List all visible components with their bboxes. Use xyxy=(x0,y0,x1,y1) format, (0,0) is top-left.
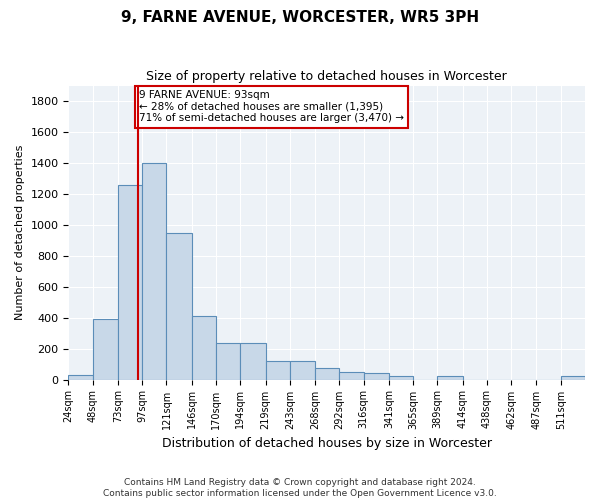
Bar xyxy=(118,184,142,380)
Text: 9 FARNE AVENUE: 93sqm
← 28% of detached houses are smaller (1,395)
71% of semi-d: 9 FARNE AVENUE: 93sqm ← 28% of detached … xyxy=(139,90,404,124)
Bar xyxy=(364,372,389,380)
Bar xyxy=(315,368,340,380)
Bar xyxy=(290,361,315,380)
Bar xyxy=(340,372,364,380)
Bar xyxy=(192,316,216,380)
Text: Contains HM Land Registry data © Crown copyright and database right 2024.
Contai: Contains HM Land Registry data © Crown c… xyxy=(103,478,497,498)
Bar xyxy=(142,163,166,380)
Bar xyxy=(266,361,290,380)
Bar xyxy=(437,376,463,380)
Y-axis label: Number of detached properties: Number of detached properties xyxy=(15,145,25,320)
Bar xyxy=(92,319,118,380)
Bar xyxy=(68,375,92,380)
Bar xyxy=(561,376,585,380)
Bar xyxy=(389,376,413,380)
Text: 9, FARNE AVENUE, WORCESTER, WR5 3PH: 9, FARNE AVENUE, WORCESTER, WR5 3PH xyxy=(121,10,479,25)
X-axis label: Distribution of detached houses by size in Worcester: Distribution of detached houses by size … xyxy=(162,437,492,450)
Title: Size of property relative to detached houses in Worcester: Size of property relative to detached ho… xyxy=(146,70,507,83)
Bar xyxy=(240,343,266,380)
Bar xyxy=(216,343,240,380)
Bar xyxy=(166,232,192,380)
